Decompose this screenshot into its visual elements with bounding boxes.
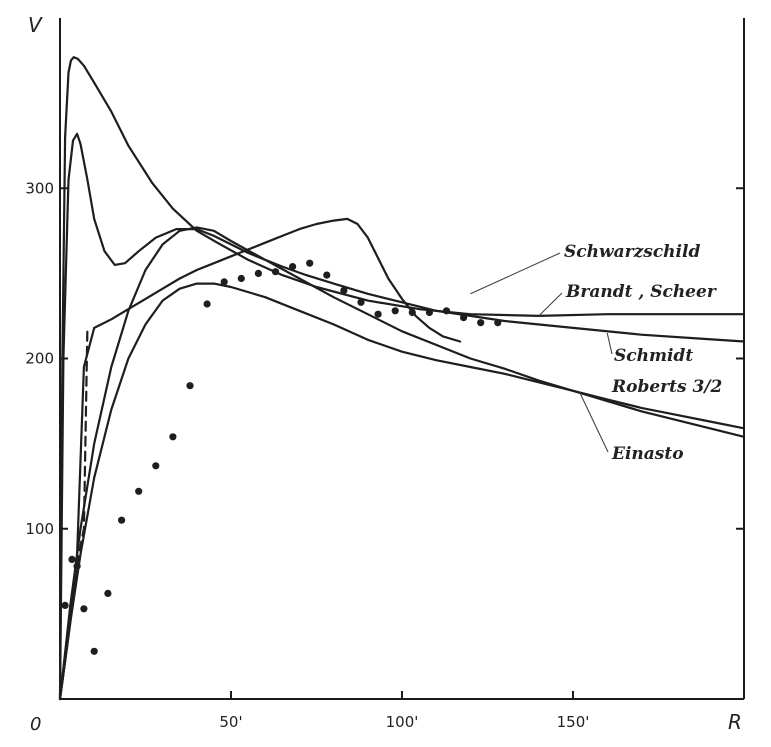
label-schmidt: Schmidt — [614, 346, 693, 366]
observed-point-14 — [254, 269, 262, 277]
observed-point-27 — [477, 319, 485, 327]
observed-point-11 — [203, 300, 211, 308]
observed-point-24 — [425, 308, 433, 317]
observed-point-10 — [186, 382, 194, 390]
axis-ticks: 100 200 300 50' 100' 150' — [25, 179, 744, 731]
label-brandt-scheer: Brandt , Scheer — [565, 282, 717, 302]
leader-brandt-scheer — [538, 292, 563, 317]
observed-point-25 — [442, 307, 451, 315]
x-tick-label-150: 150' — [557, 713, 590, 731]
observed-point-3 — [80, 605, 88, 613]
leader-schwarzschild — [470, 252, 561, 295]
observed-point-7 — [135, 487, 143, 495]
observed-point-16 — [289, 263, 297, 271]
y-tick-label-200: 200 — [25, 350, 54, 368]
observed-point-28 — [494, 319, 502, 327]
observed-point-2 — [73, 562, 81, 570]
curve-dashed-inner — [58, 326, 89, 701]
curve-einasto — [58, 282, 746, 701]
leader-schmidt — [606, 332, 613, 355]
x-axis-label: R — [728, 710, 742, 734]
curve-schmidt — [58, 217, 462, 701]
origin-label: 0 — [30, 714, 41, 735]
observed-point-5 — [104, 589, 112, 598]
x-tick-label-50: 50' — [219, 713, 242, 731]
observed-point-19 — [340, 286, 348, 294]
observed-point-18 — [323, 271, 331, 279]
curve-layer — [58, 56, 746, 701]
leader-einasto — [579, 392, 609, 453]
label-schwarzschild: Schwarzschild — [564, 242, 700, 262]
y-tick-label-100: 100 — [25, 520, 54, 538]
label-leader-lines — [470, 252, 613, 453]
curve-brandt-scheer — [58, 132, 746, 701]
observed-point-9 — [169, 433, 177, 441]
curve-schwarzschild — [58, 56, 746, 701]
observed-point-12 — [220, 278, 228, 286]
observed-point-6 — [118, 516, 126, 524]
y-tick-label-300: 300 — [25, 179, 54, 197]
observed-point-26 — [460, 314, 468, 322]
observed-point-0 — [61, 601, 69, 610]
x-tick-label-100: 100' — [386, 713, 419, 731]
observed-point-21 — [374, 310, 382, 318]
observed-point-1 — [68, 555, 76, 564]
observed-point-20 — [357, 298, 365, 306]
observed-point-4 — [90, 647, 98, 655]
y-axis-label: V — [28, 13, 43, 37]
observed-point-13 — [237, 274, 245, 283]
label-einasto: Einasto — [611, 444, 684, 464]
observed-point-8 — [152, 462, 160, 470]
label-roberts: Roberts 3/2 — [611, 377, 723, 397]
observed-point-17 — [306, 259, 314, 267]
observed-points-layer — [61, 259, 502, 655]
observed-point-23 — [408, 308, 416, 317]
observed-point-22 — [391, 307, 399, 315]
observed-point-15 — [271, 268, 280, 276]
